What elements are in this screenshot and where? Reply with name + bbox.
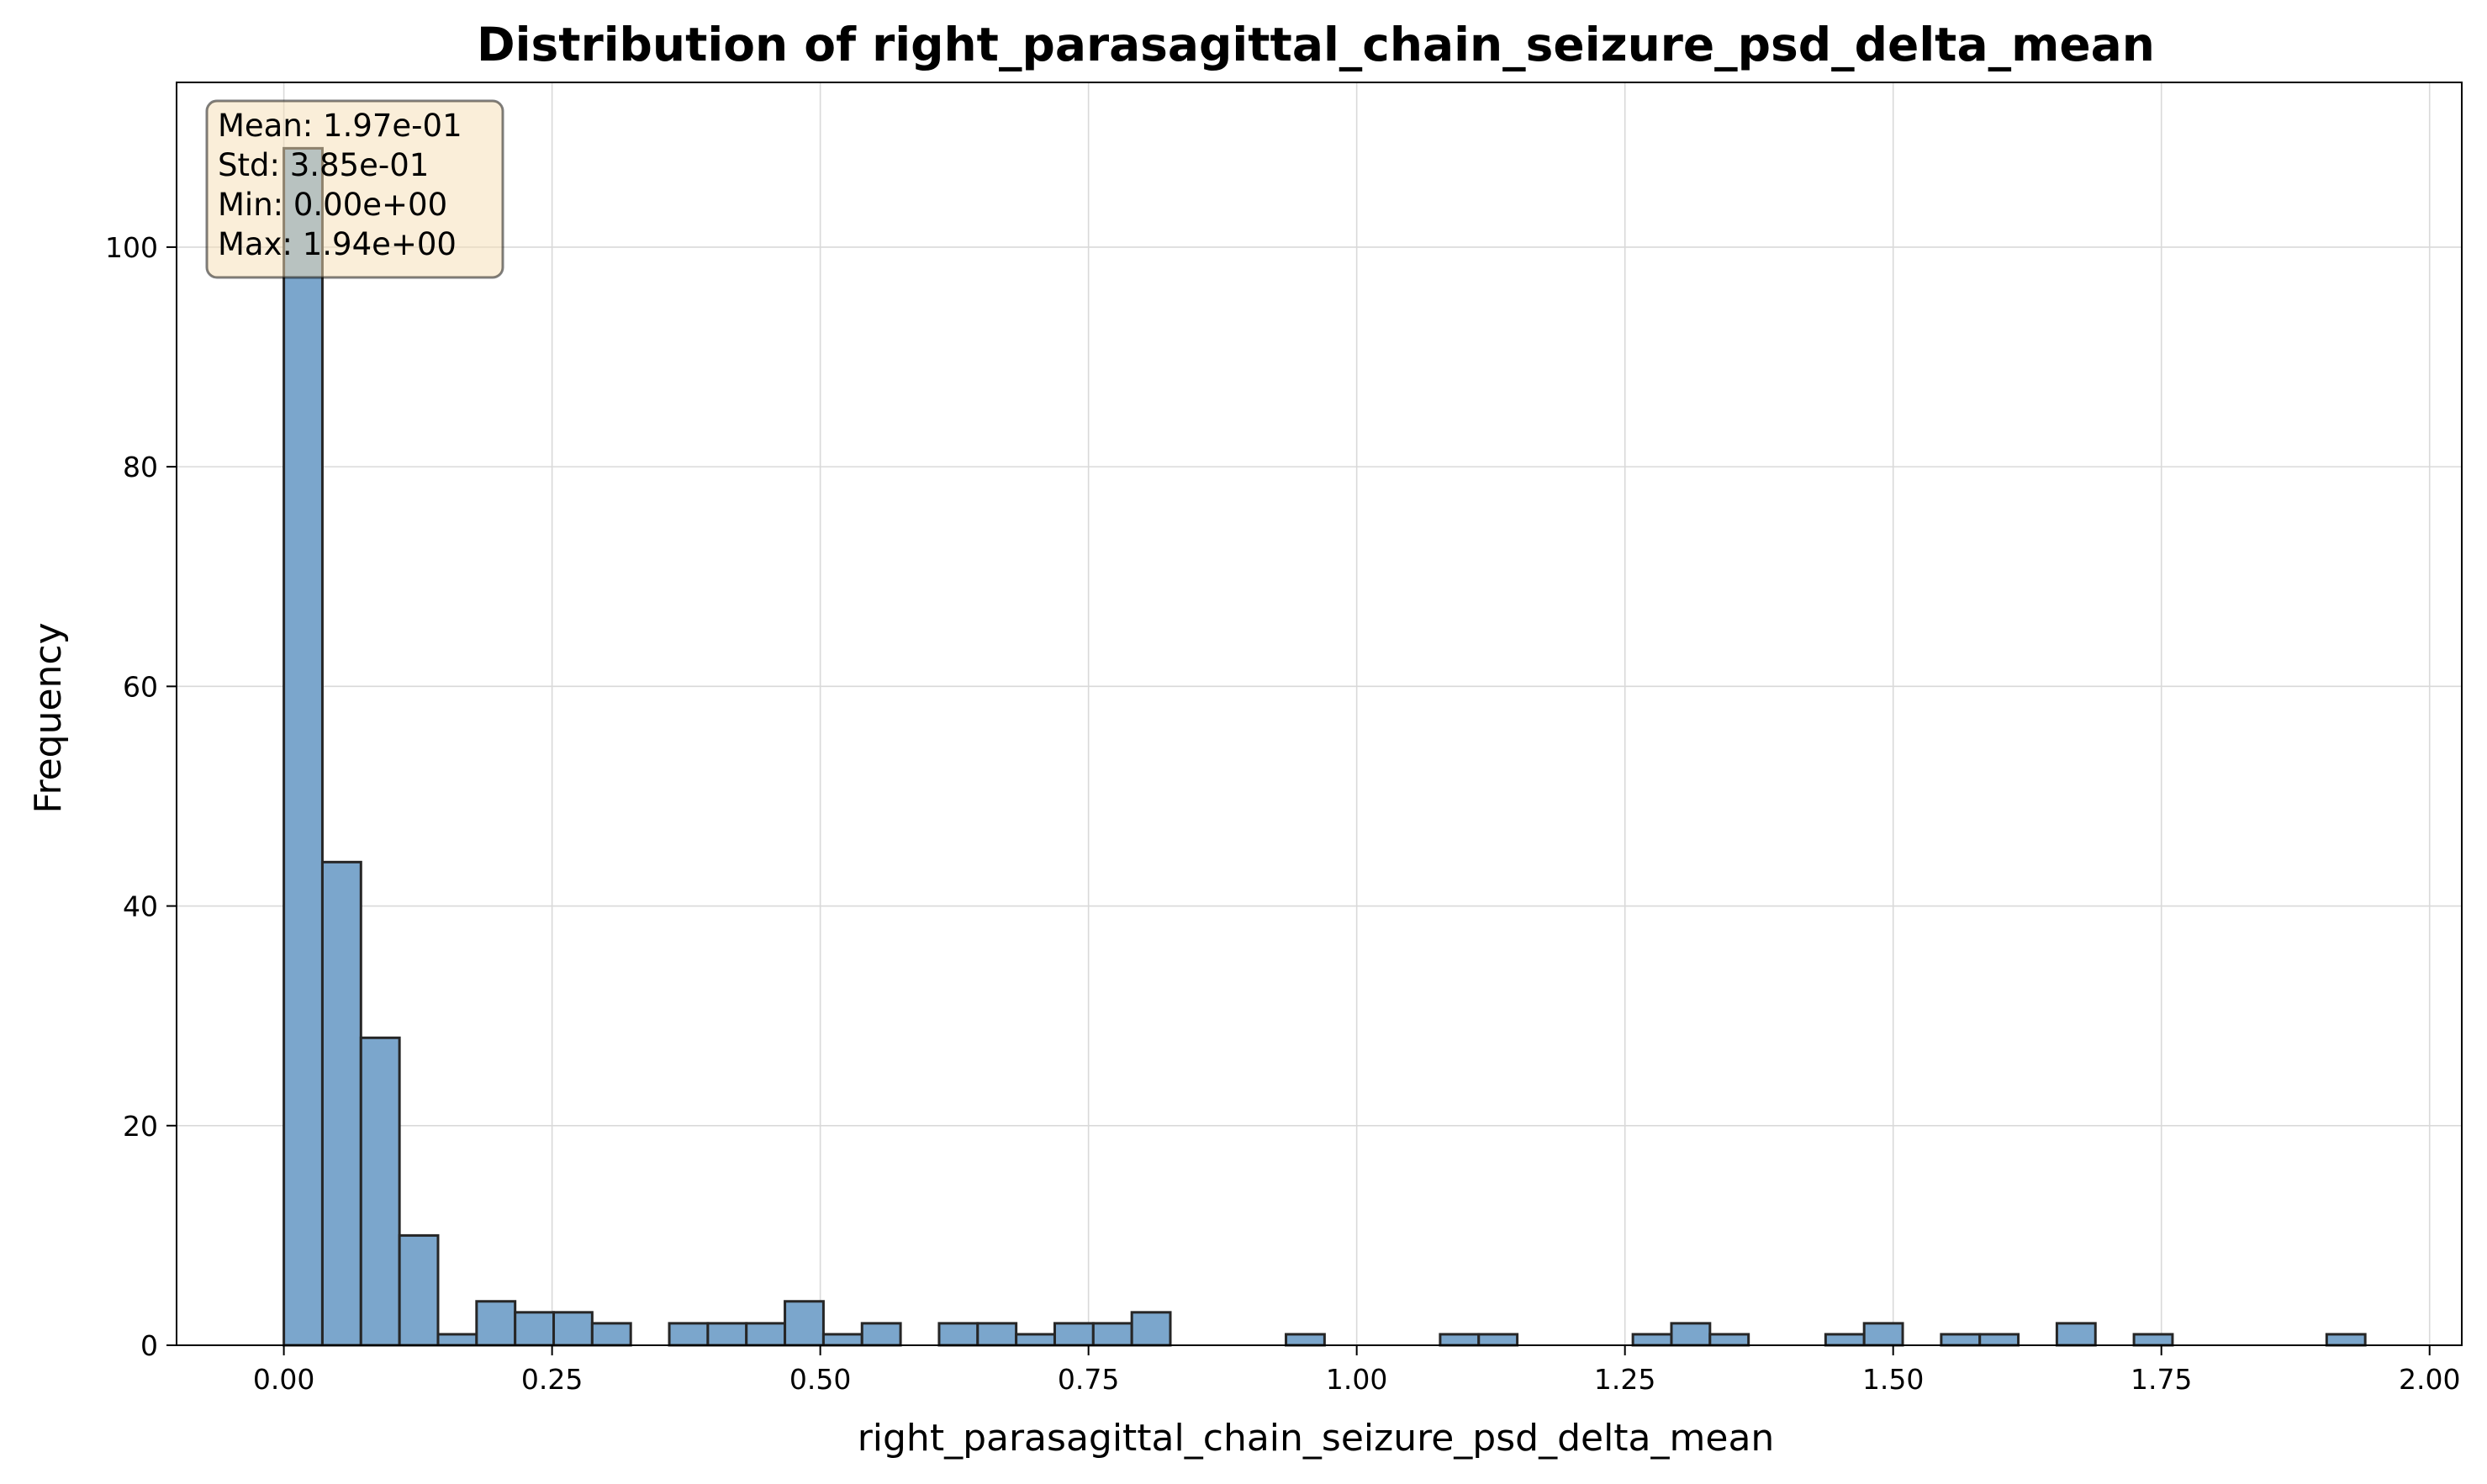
stats-box-background <box>205 99 504 279</box>
histogram-bars <box>282 146 2367 1347</box>
histogram-bar <box>475 1300 517 1347</box>
histogram-bar <box>1670 1322 1712 1347</box>
histogram-bar <box>1439 1333 1481 1347</box>
y-tick-label: 0 <box>140 1329 158 1362</box>
x-tick-label: 1.50 <box>1862 1363 1924 1396</box>
y-axis-label: Frequency <box>27 622 70 813</box>
histogram-bar <box>359 1036 401 1347</box>
histogram-bar <box>1824 1333 1866 1347</box>
histogram-bar <box>398 1233 440 1347</box>
x-tick-label: 1.00 <box>1326 1363 1387 1396</box>
histogram-bar <box>282 146 324 1347</box>
histogram-bar <box>668 1322 710 1347</box>
histogram-bar <box>1015 1333 1056 1347</box>
chart-title: Distribution of right_parasagittal_chain… <box>477 18 2155 71</box>
x-tick-label: 1.25 <box>1594 1363 1655 1396</box>
stats-max: Max: 1.94e+00 <box>218 226 457 262</box>
histogram-bar <box>860 1322 902 1347</box>
histogram-bar <box>2325 1333 2367 1347</box>
y-tick-label: 80 <box>123 451 158 483</box>
histogram-bar <box>1285 1333 1326 1347</box>
histogram-bar <box>2132 1333 2174 1347</box>
x-tick-label: 0.00 <box>253 1363 314 1396</box>
plot-frame <box>176 82 2463 1346</box>
histogram-bar <box>821 1333 863 1347</box>
histogram-bar <box>436 1333 478 1347</box>
histogram-bar <box>320 860 362 1347</box>
histogram-bar <box>1130 1311 1172 1347</box>
y-tick-label: 40 <box>123 890 158 923</box>
histogram-bar <box>745 1322 787 1347</box>
histogram-bar <box>706 1322 748 1347</box>
gridlines <box>177 82 2462 1346</box>
histogram-bar <box>1477 1333 1519 1347</box>
x-tick-label: 2.00 <box>2399 1363 2460 1396</box>
stats-box: Mean: 1.97e-01 Std: 3.85e-01 Min: 0.00e+… <box>205 99 504 279</box>
y-tick-label: 100 <box>105 231 158 264</box>
y-tick-label: 20 <box>123 1110 158 1143</box>
histogram-bar <box>1708 1333 1750 1347</box>
histogram-bar <box>1631 1333 1673 1347</box>
histogram-bar <box>784 1300 825 1347</box>
histogram-bar <box>1978 1333 2020 1347</box>
histogram-bar <box>976 1322 1018 1347</box>
histogram-bar <box>1862 1322 1904 1347</box>
stats-std: Std: 3.85e-01 <box>218 147 429 183</box>
x-axis-label: right_parasagittal_chain_seizure_psd_del… <box>858 1417 1775 1460</box>
y-tick-label: 60 <box>123 670 158 703</box>
histogram-bar <box>937 1322 979 1347</box>
histogram-bar <box>1091 1322 1133 1347</box>
x-tick-label: 0.75 <box>1058 1363 1119 1396</box>
histogram-bar <box>2055 1322 2097 1347</box>
x-tick-label: 0.25 <box>521 1363 583 1396</box>
histogram-bar <box>552 1311 594 1347</box>
histogram-bar <box>590 1322 632 1347</box>
histogram-bar <box>1053 1322 1095 1347</box>
stats-mean: Mean: 1.97e-01 <box>218 108 462 144</box>
x-tick-label: 0.50 <box>789 1363 851 1396</box>
histogram-bar <box>1940 1333 1982 1347</box>
stats-min: Min: 0.00e+00 <box>218 187 447 223</box>
x-tick-label: 1.75 <box>2131 1363 2192 1396</box>
histogram-bar <box>514 1311 556 1347</box>
axis-ticks: 0.00 0.25 0.50 0.75 1.00 1.25 1.50 1.75 2.00 0 20 4… <box>105 231 2460 1396</box>
